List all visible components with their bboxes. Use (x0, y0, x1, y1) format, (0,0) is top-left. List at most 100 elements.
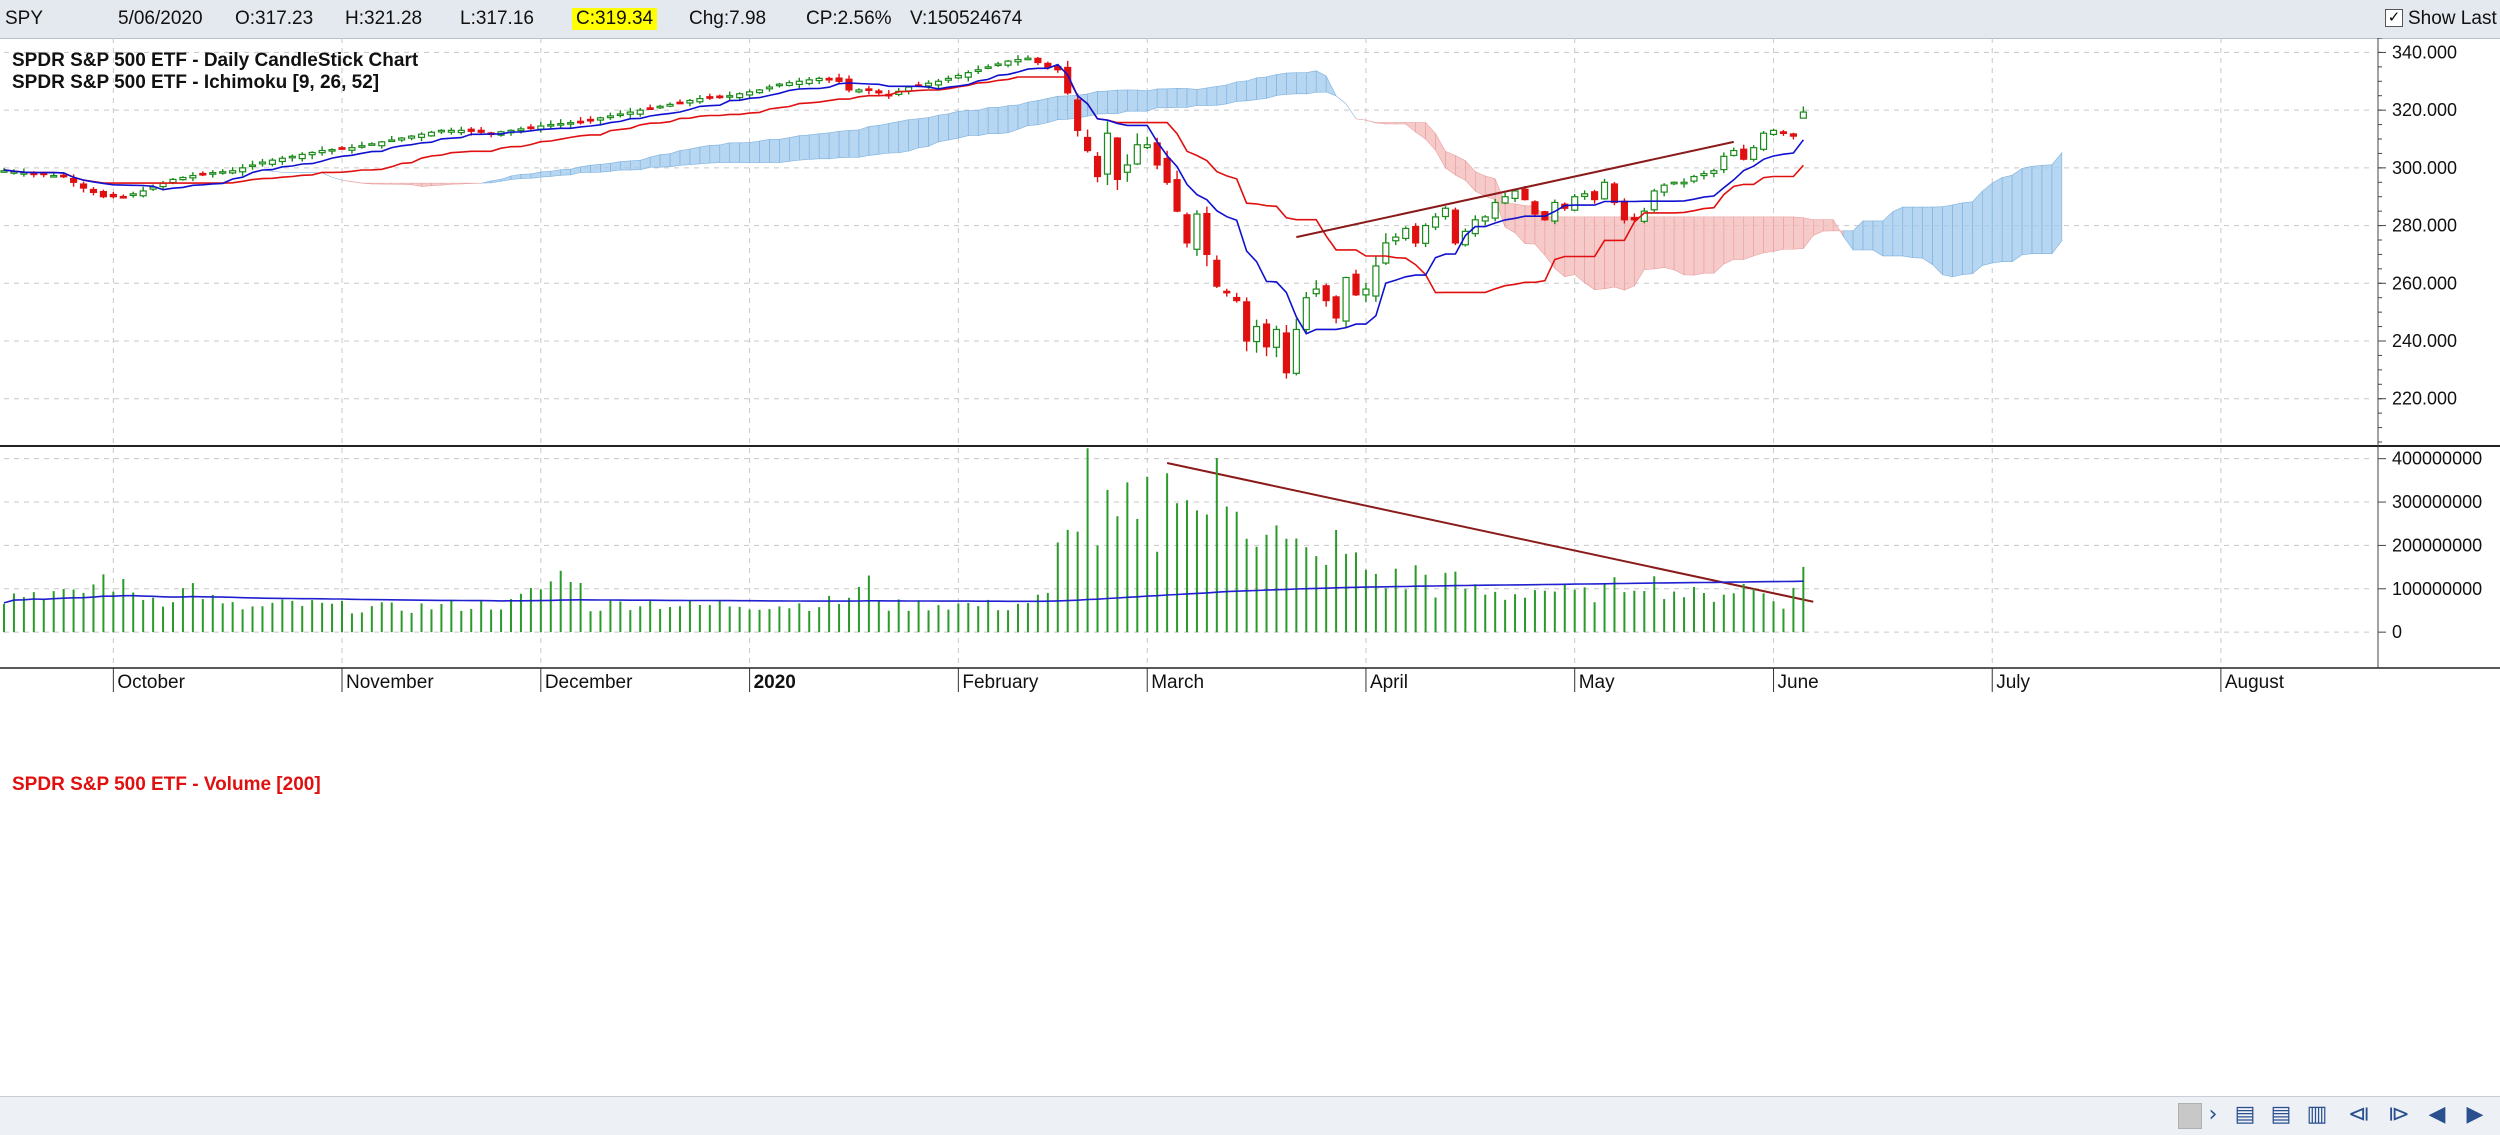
cloud-segment-bearish (1475, 172, 1485, 197)
candle-down (1780, 132, 1786, 134)
candle-up (210, 173, 216, 175)
candle-up (1025, 58, 1031, 60)
volume-bars (4, 448, 1803, 632)
price-tick-label: 280.000 (2392, 216, 2457, 236)
candle-up (667, 104, 673, 106)
cloud-segment-bullish (2052, 153, 2062, 254)
candle-up (796, 81, 802, 84)
cloud-segment-bullish (948, 111, 958, 140)
candle-up (1303, 298, 1309, 330)
candle-down (90, 189, 96, 192)
scroll-thumb[interactable] (2178, 1103, 2202, 1129)
candle-up (1273, 329, 1279, 347)
cloud-segment-bullish (272, 171, 282, 172)
cloud-segment-bullish (531, 172, 541, 178)
price-tick-label: 300.000 (2392, 158, 2457, 178)
candle-up (369, 144, 375, 146)
zoom-in-icon[interactable]: ▤ (2230, 1101, 2260, 1129)
cloud-segment-bullish (978, 108, 988, 136)
show-last-label: Show Last (2408, 8, 2497, 30)
candle-up (1651, 191, 1657, 210)
candle-up (1144, 145, 1150, 148)
cloud-segment-bearish (1396, 123, 1406, 124)
candle-down (1413, 227, 1419, 243)
cloud-segment-bullish (740, 143, 750, 163)
cloud-segment-bearish (1704, 217, 1714, 273)
cloud-segment-bullish (2012, 168, 2022, 261)
candle-up (975, 70, 981, 72)
candle-up (240, 168, 246, 172)
cloud-segment-bearish (1545, 217, 1555, 268)
cloud-segment-bearish (1445, 151, 1455, 175)
candle-up (657, 106, 663, 108)
scroll-right-icon[interactable]: › (2198, 1101, 2228, 1129)
cloud-segment-bullish (929, 115, 939, 146)
cloud-segment-bullish (859, 127, 869, 158)
scrollbar[interactable]: › ▤ ▤ ▥ ⧏ ⧐ ◀ ▶ (0, 1096, 2500, 1135)
candle-down (1283, 333, 1289, 373)
candle-up (747, 92, 753, 95)
open-label: O:317.23 (235, 8, 313, 30)
candle-down (1611, 184, 1617, 202)
cloud-segment-bullish (1167, 88, 1177, 107)
candle-up (1005, 61, 1011, 65)
cloud-segment-bullish (610, 162, 620, 172)
axes: 220.000240.000260.000280.000300.000320.0… (0, 38, 2500, 693)
cloud-segment-bullish (760, 139, 770, 162)
candle-up (279, 158, 285, 161)
cloud-segment-bearish (1714, 217, 1724, 273)
cloud-segment-bearish (1724, 217, 1734, 264)
last-icon[interactable]: ⧐ (2384, 1101, 2414, 1129)
candle-down (1204, 214, 1210, 255)
cloud-segment-bullish (710, 145, 720, 163)
cloud-segment-bullish (1058, 96, 1068, 120)
previous-icon[interactable]: ◀ (2422, 1101, 2452, 1129)
next-icon[interactable]: ▶ (2460, 1101, 2490, 1129)
cloud-segment-bullish (1127, 90, 1137, 111)
cloud-segment-bearish (1684, 217, 1694, 275)
zoom-reset-icon[interactable]: ▥ (2302, 1101, 2332, 1129)
candle-up (697, 99, 703, 102)
candle-up (727, 96, 733, 98)
candle-up (1661, 185, 1667, 192)
cloud-segment-bearish (1793, 217, 1803, 249)
candle-down (1184, 215, 1190, 243)
month-label: December (545, 672, 633, 693)
cloud-segment-bullish (1306, 71, 1316, 94)
cloud-segment-bullish (730, 143, 740, 163)
candle-up (597, 118, 603, 120)
cloud-segment-bullish (640, 157, 650, 170)
cloud-segment-bullish (1137, 90, 1147, 111)
cloud-segment-bearish (1694, 217, 1704, 275)
cloud-segment-bearish (461, 183, 471, 184)
chart-area[interactable]: 220.000240.000260.000280.000300.000320.0… (0, 38, 2500, 1096)
volume-label: V:150524674 (910, 8, 1022, 30)
cloud-segment-bullish (551, 170, 561, 177)
month-label: November (346, 672, 434, 693)
candle-up (1343, 278, 1349, 322)
symbol-label: SPY (5, 8, 43, 30)
month-label: June (1778, 672, 1819, 693)
cloud-segment-bullish (700, 145, 710, 163)
candle-down (1085, 138, 1091, 151)
candle-up (1512, 191, 1518, 198)
cloud-segment-bearish (1674, 217, 1684, 275)
candle-down (836, 78, 842, 81)
candle-up (1492, 202, 1498, 218)
candle-up (309, 152, 315, 154)
candle-down (1214, 260, 1220, 286)
month-label: April (1370, 672, 1408, 693)
ichimoku-lines (4, 65, 1803, 334)
candle-up (1393, 237, 1399, 241)
cloud-segment-bearish (392, 183, 402, 184)
price-tick-label: 220.000 (2392, 389, 2457, 409)
candle-up (1015, 60, 1021, 62)
show-last-checkbox[interactable]: ✓ (2385, 9, 2403, 27)
zoom-out-icon[interactable]: ▤ (2266, 1101, 2296, 1129)
cloud-segment-bearish (1803, 218, 1813, 249)
price-tick-label: 240.000 (2392, 331, 2457, 351)
candle-up (955, 76, 961, 78)
cloud-segment-bearish (1813, 220, 1823, 236)
candle-up (637, 110, 643, 114)
first-icon[interactable]: ⧏ (2344, 1101, 2374, 1129)
